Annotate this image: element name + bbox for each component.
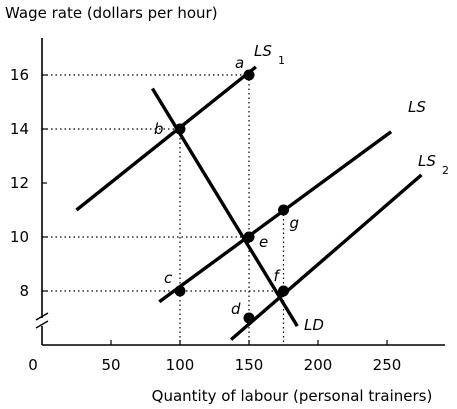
ls1-label: LS <box>254 42 272 60</box>
y-tick-label: 14 <box>10 120 29 138</box>
x-tick-label: 200 <box>304 356 333 374</box>
x-tick-label: 100 <box>166 356 195 374</box>
point-label-b: b <box>154 120 164 138</box>
axis-break-mark <box>35 320 49 329</box>
point-label-a: a <box>235 54 244 72</box>
y-tick-label: 10 <box>10 228 29 246</box>
point-label-d: d <box>231 300 241 318</box>
point-f <box>278 285 289 297</box>
tick-labels: 8 10 12 14 16 50 100 150 200 250 <box>10 66 401 374</box>
ls1-label-subscript: 1 <box>278 54 285 67</box>
points <box>174 69 289 324</box>
point-c <box>174 285 186 297</box>
origin-label: 0 <box>28 356 38 374</box>
point-d <box>243 312 255 324</box>
x-tick-label: 250 <box>373 356 402 374</box>
reference-lines <box>42 74 285 345</box>
ls2-curve <box>229 173 423 341</box>
point-label-f: f <box>274 267 282 285</box>
y-tick-label: 16 <box>10 66 29 84</box>
axes <box>35 38 445 346</box>
point-label-g: g <box>290 214 300 232</box>
x-tick-label: 50 <box>101 356 120 374</box>
point-g <box>278 204 289 216</box>
y-axis-label: Wage rate (dollars per hour) <box>5 4 218 22</box>
x-axis-label: Quantity of labour (personal trainers) <box>152 387 433 405</box>
x-tick-label: 150 <box>235 356 264 374</box>
point-e <box>243 231 255 243</box>
ls1-curve <box>75 65 257 212</box>
ls-label: LS <box>408 98 426 116</box>
axis-break-mark <box>35 312 49 321</box>
ld-label: LD <box>304 316 324 334</box>
y-tick-label: 8 <box>19 282 29 300</box>
point-label-c: c <box>164 269 173 287</box>
y-tick-label: 12 <box>10 174 29 192</box>
labels: LS 1 LS LS 2 LD a b c d ef g <box>154 42 449 334</box>
ls-curve <box>158 130 393 304</box>
point-b <box>174 123 186 135</box>
ls2-label: LS <box>418 152 436 170</box>
point-label-e: e <box>259 233 268 251</box>
ls2-label-subscript: 2 <box>442 164 449 177</box>
point-a <box>243 69 255 81</box>
